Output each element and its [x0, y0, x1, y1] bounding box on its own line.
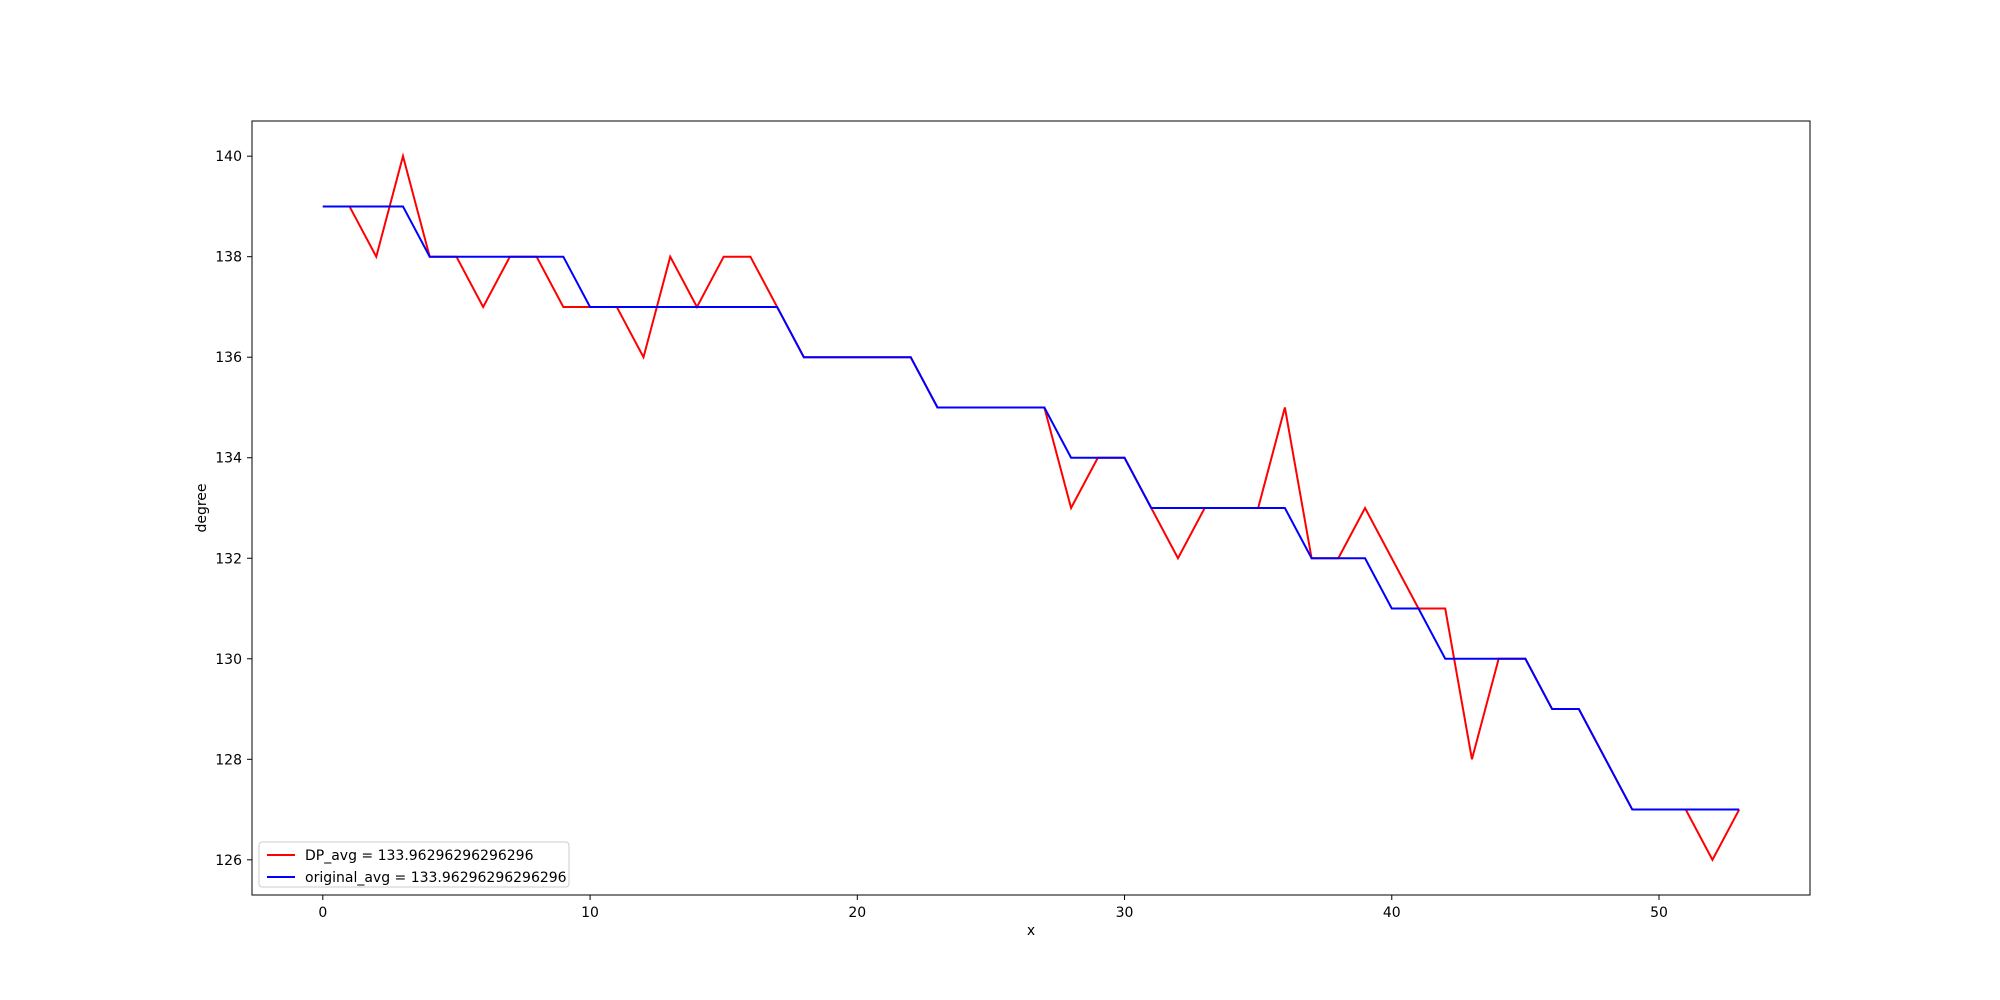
x-tick-label: 40 [1383, 905, 1401, 921]
x-tick-label: 10 [581, 905, 599, 921]
y-tick-label: 138 [215, 250, 242, 266]
legend-label: DP_avg = 133.96296296296296 [305, 848, 534, 864]
y-tick-label: 136 [215, 350, 242, 366]
y-axis-label: degree [194, 483, 210, 532]
x-tick-label: 0 [318, 905, 327, 921]
y-tick-label: 132 [215, 551, 242, 567]
y-tick-label: 140 [215, 149, 242, 165]
x-axis-ticks: 0 10 20 30 40 50 [318, 895, 1668, 921]
legend-label: original_avg = 133.96296296296296 [305, 870, 567, 886]
y-tick-label: 128 [215, 752, 242, 768]
x-tick-label: 50 [1650, 905, 1668, 921]
x-axis-label: x [1027, 923, 1035, 939]
x-tick-label: 20 [848, 905, 866, 921]
legend: DP_avg = 133.96296296296296 original_avg … [258, 841, 570, 888]
y-axis-ticks: 126 128 130 132 134 136 138 140 [215, 149, 252, 869]
x-tick-label: 30 [1116, 905, 1134, 921]
y-tick-label: 134 [215, 451, 242, 467]
axes-frame [251, 120, 1811, 896]
series-line-original-avg [322, 205, 1740, 811]
legend-box [258, 841, 570, 888]
y-tick-label: 126 [215, 853, 242, 869]
series-lines [322, 152, 1741, 862]
y-tick-label: 130 [215, 652, 242, 668]
